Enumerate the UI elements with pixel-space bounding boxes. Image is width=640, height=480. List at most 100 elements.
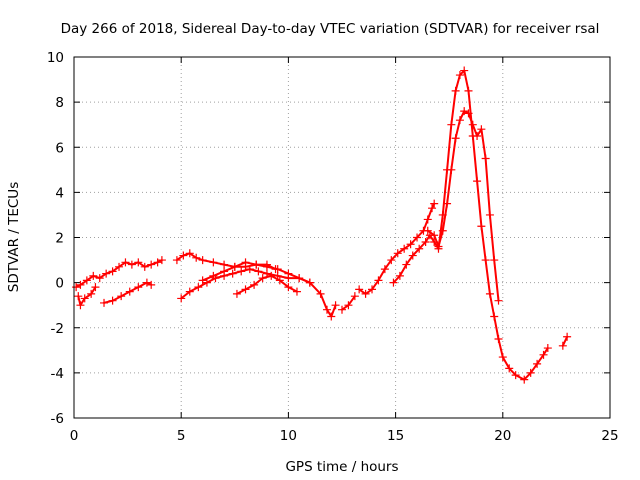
axis-ticks: 0 5 10 15 20 25 -6 -4 -2 0 2 4 6 8 10	[47, 50, 619, 444]
data-point-marker	[451, 86, 460, 95]
data-point-marker	[451, 134, 460, 143]
data-point-marker	[202, 278, 211, 287]
data-point-marker	[102, 269, 111, 278]
data-point-marker	[387, 256, 396, 265]
data-point-marker	[134, 258, 143, 267]
series-line	[561, 335, 569, 347]
data-point-marker	[395, 271, 404, 280]
data-point-marker	[76, 280, 85, 289]
data-point-marker	[284, 283, 293, 292]
data-point-marker	[473, 177, 482, 186]
data-point-marker	[406, 240, 415, 249]
data-point-marker	[400, 244, 409, 253]
data-point-marker	[481, 154, 490, 163]
series-s8	[338, 292, 359, 314]
data-point-marker	[157, 256, 166, 265]
data-point-marker	[464, 109, 473, 118]
data-point-marker	[485, 289, 494, 298]
data-point-marker	[220, 267, 229, 276]
data-point-marker	[74, 292, 83, 301]
data-point-marker	[511, 371, 520, 380]
data-point-marker	[153, 258, 162, 267]
data-point-marker	[172, 256, 181, 265]
y-tick-label: 6	[55, 140, 64, 156]
data-point-marker	[380, 265, 389, 274]
data-point-marker	[258, 274, 267, 283]
data-point-marker	[408, 251, 417, 260]
data-point-marker	[125, 287, 134, 296]
data-point-marker	[209, 271, 218, 280]
data-point-marker	[295, 274, 304, 283]
data-point-marker	[232, 289, 241, 298]
data-series	[72, 66, 572, 384]
data-point-marker	[520, 375, 529, 384]
data-point-marker	[147, 280, 156, 289]
data-point-marker	[95, 274, 104, 283]
data-point-marker	[284, 269, 293, 278]
data-point-marker	[316, 289, 325, 298]
data-point-marker	[230, 262, 239, 271]
data-point-marker	[374, 276, 383, 285]
data-point-marker	[485, 210, 494, 219]
series-s2	[74, 283, 100, 310]
data-point-marker	[468, 120, 477, 129]
data-point-marker	[434, 242, 443, 251]
data-point-marker	[198, 256, 207, 265]
y-tick-label: -6	[51, 411, 64, 427]
chart-title: Day 266 of 2018, Sidereal Day-to-day VTE…	[61, 21, 600, 37]
y-tick-label: 10	[47, 50, 64, 66]
data-point-marker	[455, 71, 464, 80]
x-tick-label: 0	[70, 428, 79, 444]
data-point-marker	[91, 283, 100, 292]
data-point-marker	[481, 256, 490, 265]
data-point-marker	[241, 258, 250, 267]
data-point-marker	[473, 131, 482, 140]
data-point-marker	[322, 305, 331, 314]
series-line	[358, 202, 436, 295]
data-point-marker	[350, 292, 359, 301]
data-point-marker	[76, 301, 85, 310]
data-point-marker	[192, 253, 201, 262]
data-point-marker	[447, 165, 456, 174]
data-point-marker	[254, 267, 263, 276]
series-s6	[198, 258, 314, 287]
data-point-marker	[115, 262, 124, 271]
data-point-marker	[413, 233, 422, 242]
data-point-marker	[237, 267, 246, 276]
data-point-marker	[338, 305, 346, 314]
series-s11	[423, 107, 503, 305]
data-point-marker	[494, 335, 503, 344]
series-line	[235, 274, 298, 295]
data-point-marker	[121, 258, 130, 267]
data-point-marker	[539, 350, 548, 359]
data-point-marker	[355, 285, 364, 294]
data-point-marker	[361, 289, 370, 298]
data-point-marker	[327, 312, 336, 321]
data-point-marker	[267, 271, 276, 280]
data-point-marker	[185, 249, 194, 258]
data-point-marker	[275, 276, 284, 285]
data-point-marker	[430, 231, 439, 240]
y-tick-label: 8	[55, 95, 64, 111]
data-point-marker	[443, 199, 452, 208]
data-point-marker	[423, 215, 432, 224]
series-s1	[72, 256, 166, 292]
data-point-marker	[464, 86, 473, 95]
data-point-marker	[134, 283, 143, 292]
data-point-marker	[100, 298, 109, 307]
x-tick-label: 20	[494, 428, 511, 444]
x-axis-label: GPS time / hours	[285, 459, 398, 475]
series-s12	[558, 332, 572, 350]
data-point-marker	[228, 269, 237, 278]
data-point-marker	[438, 226, 447, 235]
y-tick-label: 2	[55, 231, 64, 247]
data-point-marker	[526, 368, 535, 377]
grid-lines	[74, 57, 610, 418]
data-point-marker	[252, 260, 261, 269]
data-point-marker	[80, 294, 89, 303]
data-point-marker	[389, 278, 398, 287]
series-line	[175, 252, 277, 271]
x-tick-label: 25	[601, 428, 618, 444]
series-s9	[355, 199, 439, 298]
